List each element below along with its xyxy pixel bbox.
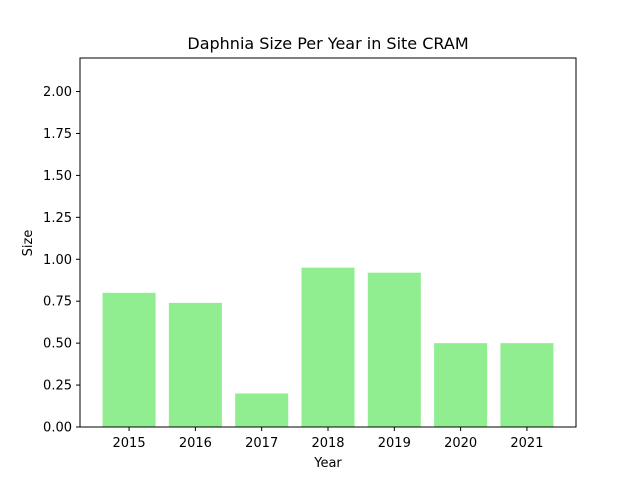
y-tick-label: 2.00 [43, 85, 72, 100]
bars-layer [102, 267, 554, 427]
y-tick-label: 1.00 [43, 253, 72, 268]
x-tick-label: 2020 [444, 436, 477, 451]
chart-title: Daphnia Size Per Year in Site CRAM [187, 34, 468, 53]
bar-2018 [301, 267, 355, 427]
y-tick-label: 1.50 [43, 169, 72, 184]
y-tick-label: 0.00 [43, 421, 72, 436]
bar-2019 [367, 272, 421, 427]
y-tick-label: 0.75 [43, 295, 72, 310]
y-tick-label: 0.25 [43, 379, 72, 394]
bar-2015 [102, 292, 156, 427]
bar-2016 [168, 302, 222, 427]
x-tick-label: 2018 [311, 436, 344, 451]
x-tick-label: 2016 [179, 436, 212, 451]
y-tick-label: 1.75 [43, 127, 72, 142]
bar-2020 [434, 343, 488, 427]
y-tick-label: 1.25 [43, 211, 72, 226]
x-tick-label: 2017 [245, 436, 278, 451]
x-tick-label: 2015 [113, 436, 146, 451]
y-axis-ticks: 0.00 0.25 0.50 0.75 1.00 1.25 1.50 1.75 2.00 [43, 85, 80, 436]
bar-2017 [235, 393, 289, 427]
y-axis-label: Size [21, 230, 36, 257]
plot-frame [79, 57, 577, 428]
bar-2021 [500, 343, 554, 427]
x-tick-label: 2019 [378, 436, 411, 451]
x-axis-label: Year [313, 456, 342, 471]
x-tick-label: 2021 [510, 436, 543, 451]
y-tick-label: 0.50 [43, 337, 72, 352]
x-axis-ticks: 2015 2016 2017 2018 2019 2020 2021 [113, 427, 543, 451]
